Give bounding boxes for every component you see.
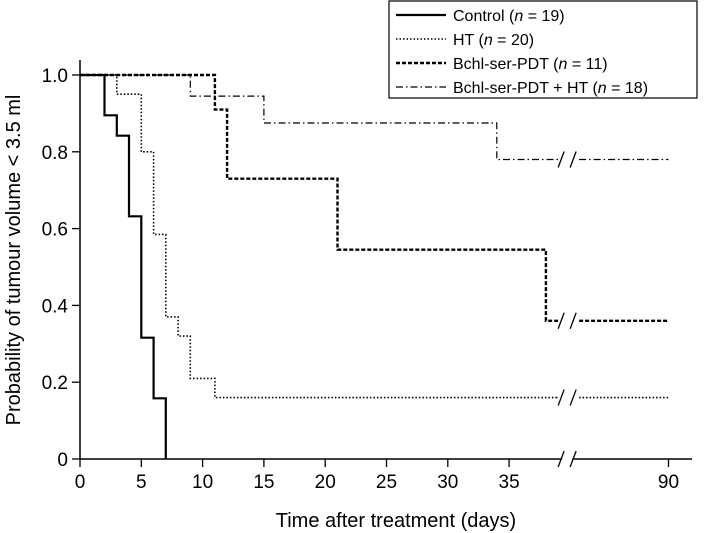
legend-label-1: Control (n = 19) xyxy=(453,8,565,25)
series-line-4 xyxy=(80,74,559,161)
y-tick-label: 1.0 xyxy=(42,66,68,87)
break-slash xyxy=(569,389,577,406)
y-tick-label: 0.4 xyxy=(42,296,69,317)
x-tick-label: 30 xyxy=(437,472,458,493)
x-tick-label: 35 xyxy=(499,472,520,493)
x-tick-label: 0 xyxy=(75,472,86,493)
x-axis-title: Time after treatment (days) xyxy=(276,510,516,532)
legend: Control (n = 19) HT (n = 20) Bchl-ser-PDT … xyxy=(396,8,648,97)
break-slash xyxy=(557,312,565,329)
series-line-2 xyxy=(80,74,559,399)
x-tick-label: 15 xyxy=(253,472,274,493)
x-tick-label: 5 xyxy=(136,472,147,493)
legend-box xyxy=(388,0,698,99)
y-tick-label: 0 xyxy=(57,450,68,471)
legend-label-4: Bchl-ser-PDT + HT (n = 18) xyxy=(453,80,648,97)
legend-label-3: Bchl-ser-PDT (n = 11) xyxy=(453,56,608,73)
break-slash xyxy=(557,450,565,468)
legend-label-2: HT (n = 20) xyxy=(453,32,534,49)
axis-break-marks xyxy=(557,151,577,468)
break-slash xyxy=(557,389,565,406)
y-axis-title: Probability of tumour volume < 3.5 ml xyxy=(3,95,25,426)
x-ticks: 0 5 10 15 20 25 30 35 90 xyxy=(75,459,679,493)
y-tick-label: 0.8 xyxy=(42,143,68,164)
break-slash xyxy=(569,151,577,168)
x-tick-label: 20 xyxy=(315,472,336,493)
y-ticks: 0 0.2 0.4 0.6 0.8 1.0 xyxy=(42,66,80,471)
break-slash xyxy=(557,151,565,168)
break-slash xyxy=(569,312,577,329)
series-line-1 xyxy=(80,73,167,459)
x-tick-label: 10 xyxy=(192,472,213,493)
series-line-3 xyxy=(80,73,559,322)
axis-break-gap xyxy=(562,456,573,462)
y-tick-label: 0.2 xyxy=(42,373,68,394)
x-tick-label: 90 xyxy=(658,472,679,493)
x-tick-label: 25 xyxy=(376,472,397,493)
series-layer xyxy=(80,73,669,459)
break-slash xyxy=(569,450,577,468)
y-tick-label: 0.6 xyxy=(42,220,68,241)
